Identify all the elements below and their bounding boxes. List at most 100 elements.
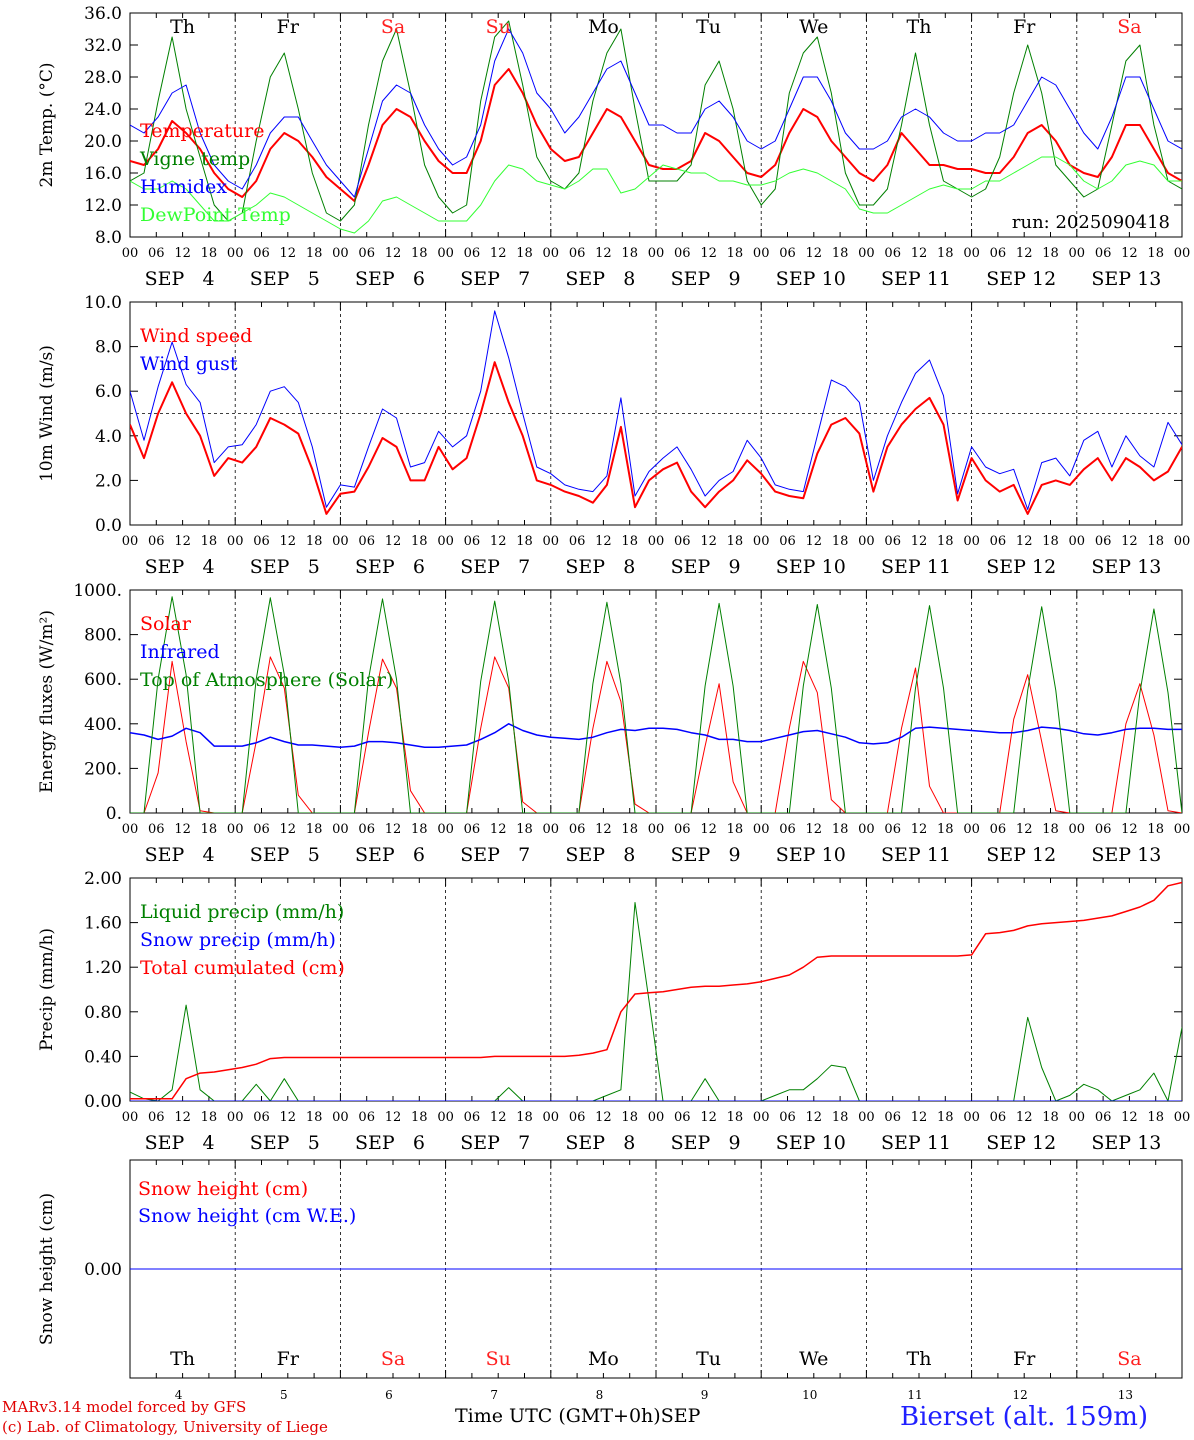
y-axis-label: Snow height (cm) bbox=[37, 1193, 57, 1345]
series-line-energy-1 bbox=[130, 723, 1182, 748]
date-month-label: SEP bbox=[881, 1132, 921, 1154]
hour-tick-label: 06 bbox=[569, 534, 586, 549]
date-day-label: 8 bbox=[623, 1132, 635, 1154]
hour-tick-label: 00 bbox=[963, 822, 980, 837]
hour-tick-label: 12 bbox=[385, 822, 402, 837]
date-day-label: 9 bbox=[729, 556, 741, 578]
day-abbr-label: We bbox=[799, 1348, 828, 1370]
hour-tick-label: 00 bbox=[122, 1110, 139, 1125]
hour-tick-label: 12 bbox=[595, 246, 612, 261]
hour-tick-label: 00 bbox=[858, 246, 875, 261]
date-day-label: 6 bbox=[413, 844, 425, 866]
date-day-label: 6 bbox=[413, 268, 425, 290]
date-month-label: SEP bbox=[355, 556, 395, 578]
date-day-label: 4 bbox=[203, 844, 215, 866]
legend-entry: Infrared bbox=[140, 641, 220, 663]
legend-entry: Total cumulated (cm) bbox=[140, 957, 345, 979]
hour-tick-label: 12 bbox=[174, 534, 191, 549]
date-month-label: SEP bbox=[145, 268, 185, 290]
hour-tick-label: 12 bbox=[911, 1110, 928, 1125]
run-label: run: 2025090418 bbox=[1012, 212, 1170, 233]
day-abbr-label: Su bbox=[486, 1348, 511, 1370]
hour-tick-label: 06 bbox=[148, 246, 165, 261]
date-day-label: 5 bbox=[308, 1132, 320, 1154]
date-day-label: 7 bbox=[518, 556, 530, 578]
date-day-label: 12 bbox=[1032, 556, 1056, 578]
hour-tick-label: 18 bbox=[621, 246, 638, 261]
y-tick-label: 10.0 bbox=[84, 293, 122, 313]
date-day-label: 9 bbox=[729, 844, 741, 866]
hour-tick-label: 06 bbox=[253, 822, 270, 837]
date-month-label: SEP bbox=[355, 268, 395, 290]
hour-tick-label: 12 bbox=[595, 534, 612, 549]
hour-tick-label: 18 bbox=[201, 822, 218, 837]
hour-tick-label: 12 bbox=[1016, 822, 1033, 837]
day-abbr-label: Sa bbox=[1117, 16, 1141, 38]
hour-tick-label: 06 bbox=[148, 822, 165, 837]
date-month-label: SEP bbox=[671, 844, 711, 866]
hour-tick-label: 18 bbox=[937, 822, 954, 837]
hour-tick-label: 18 bbox=[937, 1110, 954, 1125]
legend-entry: Wind gust bbox=[140, 353, 238, 375]
date-month-label: SEP bbox=[1091, 268, 1131, 290]
hour-tick-label: 06 bbox=[464, 1110, 481, 1125]
hour-tick-label: 00 bbox=[122, 534, 139, 549]
legend-entry: Vigne temp bbox=[139, 148, 250, 170]
hour-tick-label: 18 bbox=[832, 534, 849, 549]
hour-tick-label: 18 bbox=[937, 534, 954, 549]
hour-tick-label: 12 bbox=[700, 1110, 717, 1125]
hour-tick-label: 00 bbox=[332, 822, 349, 837]
hour-tick-label: 12 bbox=[1121, 246, 1138, 261]
hour-tick-label: 18 bbox=[516, 246, 533, 261]
hour-tick-label: 18 bbox=[1042, 1110, 1059, 1125]
hour-tick-label: 18 bbox=[1042, 534, 1059, 549]
y-tick-label: 12.0 bbox=[84, 196, 122, 216]
date-day-label: 10 bbox=[822, 556, 846, 578]
hour-tick-label: 00 bbox=[437, 246, 454, 261]
hour-tick-label: 00 bbox=[963, 534, 980, 549]
hour-tick-label: 06 bbox=[358, 534, 375, 549]
panel-temperature: 8.0 12.0 16.0 20.0 24.0 28.0 32.0 36.0 2m Temp. … bbox=[37, 4, 1190, 290]
date-day-label: 5 bbox=[308, 268, 320, 290]
hour-tick-label: 12 bbox=[490, 822, 507, 837]
panel-wind: 0.0 2.0 4.0 6.0 8.0 10.0 10m Wind (m/s) Wind sp… bbox=[37, 293, 1190, 578]
date-day-label: 8 bbox=[623, 844, 635, 866]
hour-tick-label: 12 bbox=[1016, 246, 1033, 261]
date-day-label: 11 bbox=[927, 268, 951, 290]
y-tick-label: 1.60 bbox=[84, 914, 122, 934]
hour-tick-label: 00 bbox=[1069, 1110, 1086, 1125]
date-month-label: SEP bbox=[145, 1132, 185, 1154]
y-tick-label: 2.0 bbox=[95, 471, 122, 491]
hour-tick-label: 12 bbox=[280, 246, 297, 261]
series-line-precip-0 bbox=[130, 902, 1182, 1101]
legend-entry: Snow precip (mm/h) bbox=[140, 929, 336, 951]
date-day-label: 8 bbox=[596, 1388, 604, 1402]
hour-tick-label: 18 bbox=[1147, 534, 1164, 549]
hour-tick-label: 06 bbox=[1095, 822, 1112, 837]
date-day-label: 10 bbox=[822, 268, 846, 290]
hour-tick-label: 18 bbox=[937, 246, 954, 261]
hour-tick-label: 12 bbox=[700, 822, 717, 837]
series-line-temperature-3 bbox=[130, 156, 1182, 234]
date-month-label: SEP bbox=[250, 268, 290, 290]
date-month-label: SEP bbox=[460, 844, 500, 866]
hour-tick-label: 06 bbox=[1095, 534, 1112, 549]
hour-tick-label: 12 bbox=[1016, 1110, 1033, 1125]
y-tick-label: 400. bbox=[84, 715, 122, 735]
date-day-label: 13 bbox=[1118, 1388, 1133, 1402]
date-day-label: 4 bbox=[175, 1388, 183, 1402]
day-abbr-label: Fr bbox=[1013, 1348, 1036, 1370]
hour-tick-label: 12 bbox=[806, 1110, 823, 1125]
hour-tick-label: 06 bbox=[674, 246, 691, 261]
hour-tick-label: 18 bbox=[832, 822, 849, 837]
legend-entry: Temperature bbox=[140, 120, 264, 142]
hour-tick-label: 06 bbox=[253, 534, 270, 549]
hour-tick-label: 06 bbox=[884, 534, 901, 549]
date-month-label: SEP bbox=[986, 1132, 1026, 1154]
x-axis-title: Time UTC (GMT+0h) bbox=[455, 1405, 661, 1427]
date-month-label: SEP bbox=[565, 556, 605, 578]
day-abbr-label: Sa bbox=[381, 1348, 405, 1370]
hour-tick-label: 12 bbox=[174, 1110, 191, 1125]
hour-tick-label: 18 bbox=[411, 1110, 428, 1125]
